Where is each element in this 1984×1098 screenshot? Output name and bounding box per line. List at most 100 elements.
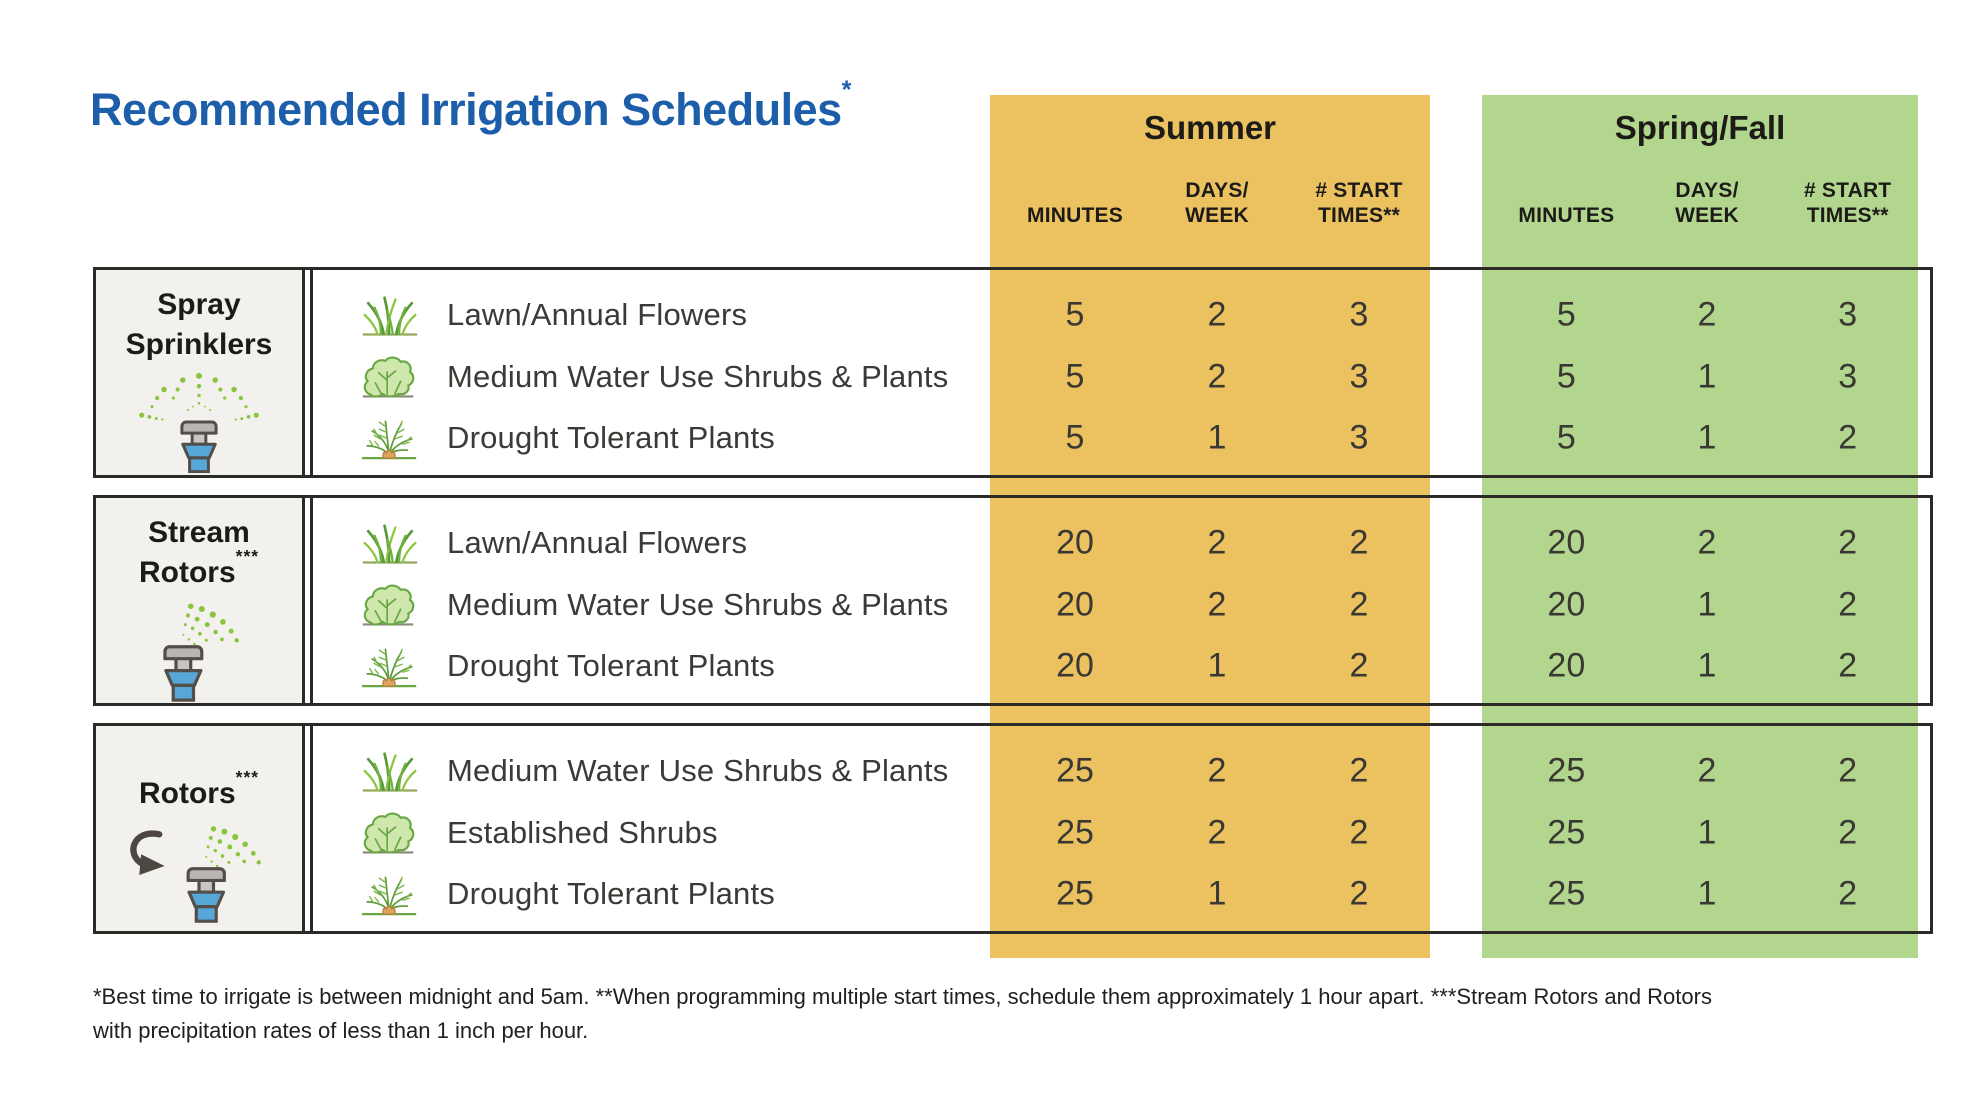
- start-times-value: 2: [1838, 523, 1858, 562]
- minutes-value: 20: [1547, 585, 1586, 623]
- days-per-week-value: 2: [1207, 523, 1227, 562]
- days-per-week-value: 1: [1697, 813, 1717, 851]
- start-times-value: 2: [1349, 813, 1369, 851]
- start-times-header-line1: # START: [1803, 179, 1892, 202]
- days-per-week-value: 2: [1697, 295, 1717, 334]
- table-row: Medium Water Use Shrubs & Plants 20 2 2 …: [313, 574, 1930, 636]
- days-week-header-line1: DAYS/: [1675, 179, 1739, 202]
- minutes-value: 20: [1547, 646, 1586, 685]
- summer-values: 5 2 3: [990, 357, 1430, 396]
- days-per-week-value: 1: [1697, 874, 1717, 913]
- minutes-value: 25: [1056, 751, 1094, 790]
- plant-type-label: Medium Water Use Shrubs & Plants: [447, 586, 949, 622]
- stream-rotors-section: Stream Rotors*** Lawn/Annual Flowers 20: [93, 495, 1933, 706]
- group-name-line1: Rotors: [139, 777, 236, 810]
- cell-divider: [310, 495, 313, 706]
- minutes-value: 25: [1547, 874, 1586, 913]
- start-times-value: 2: [1349, 751, 1369, 790]
- days-per-week-value: 1: [1697, 357, 1717, 395]
- summer-start-times-header: # START TIMES**: [1288, 150, 1430, 234]
- spring-fall-start-times-header: # START TIMES**: [1777, 150, 1918, 234]
- plant-type-label: Lawn/Annual Flowers: [447, 296, 748, 332]
- summer-values: 20 2 2: [990, 523, 1430, 562]
- start-times-value: 3: [1349, 295, 1369, 334]
- grass-icon: [361, 521, 419, 565]
- minutes-value: 25: [1547, 813, 1586, 851]
- minutes-value: 5: [1065, 418, 1085, 457]
- footnotes: *Best time to irrigate is between midnig…: [93, 980, 1943, 1048]
- summer-values: 25 2 2: [990, 751, 1430, 790]
- minutes-header-text: MINUTES: [1027, 204, 1123, 227]
- days-per-week-value: 2: [1697, 751, 1717, 790]
- days-per-week-value: 1: [1697, 418, 1717, 457]
- footnote-line-2: with precipitation rates of less than 1 …: [93, 1018, 589, 1043]
- drought-plant-icon: [361, 870, 417, 918]
- rotation-arrow-icon: [130, 830, 165, 876]
- minutes-value: 5: [1556, 418, 1576, 457]
- start-times-value: 2: [1838, 646, 1858, 685]
- group-name-line1: Stream: [148, 516, 250, 549]
- days-per-week-value: 2: [1207, 295, 1227, 334]
- title-footnote-marker: *: [841, 76, 852, 104]
- spray-sprinkler-icon: [139, 372, 259, 474]
- page-title-text: Recommended Irrigation Schedules: [90, 84, 842, 135]
- summer-values: 5 1 3: [990, 419, 1430, 458]
- cell-divider: [310, 723, 313, 934]
- drought-plant-icon: [361, 414, 417, 462]
- plant-type-label: Drought Tolerant Plants: [447, 876, 775, 912]
- spring-fall-values: 25 1 2: [1482, 813, 1918, 852]
- days-per-week-value: 2: [1207, 357, 1227, 395]
- minutes-value: 25: [1056, 813, 1094, 851]
- days-per-week-value: 2: [1697, 523, 1717, 562]
- plant-type-label: Medium Water Use Shrubs & Plants: [447, 752, 949, 788]
- spring-fall-days-week-header: DAYS/ WEEK: [1637, 150, 1778, 234]
- plant-type-label: Drought Tolerant Plants: [447, 648, 775, 684]
- table-row: Drought Tolerant Plants 5 1 3 5 1 2: [313, 407, 1930, 469]
- days-week-header-line2: WEEK: [1675, 204, 1739, 227]
- rotors-section: Rotors*** Medium Water Use Sh: [93, 723, 1933, 934]
- spring-fall-column-headers: MINUTES DAYS/ WEEK # START TIMES**: [1482, 150, 1918, 234]
- grass-icon: [361, 749, 419, 793]
- spray-sprinklers-label: Spray Sprinklers: [126, 288, 273, 361]
- summer-column-headers: MINUTES DAYS/ WEEK # START TIMES**: [990, 150, 1430, 234]
- stream-rotors-label: Stream Rotors***: [139, 516, 259, 589]
- spring-fall-values: 20 1 2: [1482, 585, 1918, 624]
- start-times-value: 2: [1838, 585, 1858, 623]
- days-per-week-value: 2: [1207, 585, 1227, 623]
- minutes-value: 20: [1056, 585, 1094, 623]
- minutes-value: 5: [1065, 295, 1085, 334]
- minutes-value: 5: [1556, 357, 1576, 395]
- table-row: Medium Water Use Shrubs & Plants 25 2 2 …: [313, 740, 1930, 802]
- start-times-value: 2: [1349, 646, 1369, 685]
- days-per-week-value: 1: [1697, 646, 1717, 685]
- start-times-value: 2: [1349, 585, 1369, 623]
- start-times-value: 3: [1349, 357, 1369, 395]
- days-week-header-line1: DAYS/: [1185, 179, 1249, 202]
- days-per-week-value: 1: [1697, 585, 1717, 623]
- days-per-week-value: 1: [1207, 418, 1227, 457]
- stream-rotors-rows: Lawn/Annual Flowers 20 2 2 20 2 2 Medium…: [313, 498, 1930, 703]
- minutes-value: 20: [1547, 523, 1586, 562]
- group-footnote-marker: ***: [235, 767, 259, 788]
- table-row: Lawn/Annual Flowers 5 2 3 5 2 3: [313, 284, 1930, 346]
- start-times-value: 2: [1838, 813, 1858, 851]
- plant-type-label: Established Shrubs: [447, 814, 718, 850]
- spring-fall-values: 5 1 3: [1482, 357, 1918, 396]
- summer-values: 20 1 2: [990, 647, 1430, 686]
- rotors-rows: Medium Water Use Shrubs & Plants 25 2 2 …: [313, 726, 1930, 931]
- spray-sprinklers-rows: Lawn/Annual Flowers 5 2 3 5 2 3 Medium W…: [313, 270, 1930, 475]
- minutes-value: 5: [1065, 357, 1085, 395]
- days-per-week-value: 2: [1207, 813, 1227, 851]
- start-times-value: 2: [1838, 751, 1858, 790]
- start-times-header-line2: TIMES**: [1318, 204, 1400, 227]
- stream-rotors-cell: Stream Rotors***: [93, 495, 305, 706]
- minutes-value: 20: [1056, 523, 1094, 562]
- group-name-line2: Sprinklers: [125, 328, 273, 361]
- spring-fall-values: 5 2 3: [1482, 295, 1918, 334]
- summer-season-label: Summer: [1143, 109, 1277, 146]
- table-row: Established Shrubs 25 2 2 25 1 2: [313, 802, 1930, 864]
- plant-type-label: Lawn/Annual Flowers: [447, 524, 748, 560]
- minutes-value: 25: [1547, 751, 1586, 790]
- summer-column-band: [990, 95, 1430, 958]
- start-times-header-line1: # START: [1315, 179, 1403, 202]
